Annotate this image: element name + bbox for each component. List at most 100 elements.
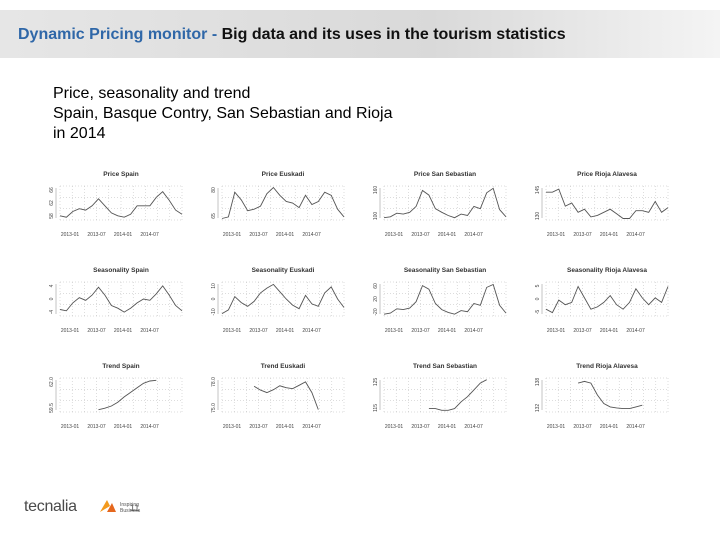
chart-12-x-tick: 2014-07 xyxy=(626,424,645,430)
chart-2-title: Price Euskadi xyxy=(262,171,305,178)
chart-6-x-tick: 2013-07 xyxy=(249,328,268,334)
chart-11-y-tick: 125 xyxy=(373,378,379,387)
page-title: Dynamic Pricing monitor - Big data and i… xyxy=(18,26,566,44)
chart-1-x-tick: 2014-07 xyxy=(140,232,159,238)
chart-7-series-line xyxy=(383,283,507,315)
chart-6-x-tick: 2014-07 xyxy=(302,328,321,334)
chart-3-x-tick: 2013-01 xyxy=(385,232,404,238)
chart-10-x-tick: 2014-07 xyxy=(302,424,321,430)
chart-6-y-tick: 10 xyxy=(211,283,217,289)
chart-1-title: Price Spain xyxy=(103,171,138,178)
tagline-line-2: Business xyxy=(120,508,141,514)
chart-7-y-tick: 60 xyxy=(373,283,379,289)
chart-6-series-line xyxy=(221,283,345,314)
chart-4-series-line xyxy=(546,188,669,219)
slide-subtitle: Price, seasonality and trend Spain, Basq… xyxy=(53,84,392,144)
chart-8-x-tick: 2013-07 xyxy=(573,328,592,334)
subtitle-line-2: Spain, Basque Contry, San Sebastian and … xyxy=(53,105,393,122)
chart-4-x-tick: 2013-01 xyxy=(547,232,566,238)
chart-4-x-tick: 2013-07 xyxy=(573,232,592,238)
chart-10-x-tick: 2014-01 xyxy=(276,424,295,430)
chart-9-series-line xyxy=(98,379,157,411)
chart-5-y-tick: 4 xyxy=(49,284,55,287)
chart-11-x-tick: 2014-07 xyxy=(464,424,483,430)
chart-3-y-tick: 100 xyxy=(373,212,379,221)
chart-2-x-tick: 2013-07 xyxy=(249,232,268,238)
chart-5-x-tick: 2013-07 xyxy=(87,328,106,334)
chart-10-series-line xyxy=(253,381,319,410)
chart-11-x-tick: 2013-01 xyxy=(385,424,404,430)
tecnalia-logo: tecnalia Inspiring Business xyxy=(24,496,144,522)
chart-3-x-tick: 2014-01 xyxy=(438,232,457,238)
chart-2-x-tick: 2014-07 xyxy=(302,232,321,238)
chart-3-y-tick: 160 xyxy=(373,186,379,195)
chart-10-title: Trend Euskadi xyxy=(261,363,306,370)
chart-1-x-tick: 2013-01 xyxy=(61,232,80,238)
chart-12-y-tick: 138 xyxy=(535,378,541,387)
chart-9-y-tick: 59.5 xyxy=(49,403,55,413)
chart-12-series-line xyxy=(577,380,643,410)
tagline-line-1: Inspiring xyxy=(120,502,139,508)
chart-5-x-tick: 2014-01 xyxy=(114,328,133,334)
chart-10-x-tick: 2013-01 xyxy=(223,424,242,430)
logo-mark-icon xyxy=(100,500,116,512)
chart-4-title: Price Rioja Alavesa xyxy=(577,171,637,178)
chart-12-x-tick: 2014-01 xyxy=(600,424,619,430)
chart-9-x-tick: 2013-07 xyxy=(87,424,106,430)
chart-8-x-tick: 2014-07 xyxy=(626,328,645,334)
header-bar: Dynamic Pricing monitor - Big data and i… xyxy=(0,10,720,58)
chart-1-y-tick: 66 xyxy=(49,187,55,193)
chart-2-y-tick: 80 xyxy=(211,187,217,193)
chart-8-x-tick: 2013-01 xyxy=(547,328,566,334)
chart-3-x-tick: 2013-07 xyxy=(411,232,430,238)
chart-12-title: Trend Rioja Alavesa xyxy=(576,363,638,370)
chart-4-x-tick: 2014-01 xyxy=(600,232,619,238)
chart-10-x-tick: 2013-07 xyxy=(249,424,268,430)
chart-9-x-tick: 2013-01 xyxy=(61,424,80,430)
logo-text: tecnalia xyxy=(24,498,77,515)
chart-8-y-tick: -5 xyxy=(535,310,541,315)
chart-1-y-tick: 62 xyxy=(49,200,55,206)
chart-3-series-line xyxy=(383,187,507,219)
subtitle-line-1: Price, seasonality and trend xyxy=(53,85,251,102)
chart-4-y-tick: 130 xyxy=(535,212,541,221)
chart-3-x-tick: 2014-07 xyxy=(464,232,483,238)
chart-3-title: Price San Sebastian xyxy=(414,171,476,178)
chart-5-y-tick: -4 xyxy=(49,310,55,315)
chart-6-y-tick: 0 xyxy=(211,297,217,300)
chart-2-series-line xyxy=(221,186,345,219)
chart-11-x-tick: 2014-01 xyxy=(438,424,457,430)
chart-9-y-tick: 62.0 xyxy=(49,377,55,387)
chart-12-y-tick: 132 xyxy=(535,404,541,413)
chart-6-y-tick: -10 xyxy=(211,308,217,315)
chart-7-x-tick: 2013-07 xyxy=(411,328,430,334)
chart-5-x-tick: 2014-07 xyxy=(140,328,159,334)
logo-tagline: Inspiring Business xyxy=(120,502,140,514)
title-main: Big data and its uses in the tourism sta… xyxy=(221,26,566,43)
chart-1-y-tick: 58 xyxy=(49,213,55,219)
title-prefix: Dynamic Pricing monitor - xyxy=(18,26,222,43)
chart-6-title: Seasonality Euskadi xyxy=(252,267,315,274)
chart-4-y-tick: 145 xyxy=(535,186,541,195)
chart-1-x-tick: 2014-01 xyxy=(114,232,133,238)
chart-8-title: Seasonality Rioja Alavesa xyxy=(567,267,647,274)
chart-8-y-tick: 5 xyxy=(535,284,541,287)
chart-12-x-tick: 2013-07 xyxy=(573,424,592,430)
chart-7-x-tick: 2014-07 xyxy=(464,328,483,334)
chart-11-x-tick: 2013-07 xyxy=(411,424,430,430)
chart-2-y-tick: 65 xyxy=(211,213,217,219)
chart-11-series-line xyxy=(428,379,487,411)
chart-7-x-tick: 2014-01 xyxy=(438,328,457,334)
chart-5-y-tick: 0 xyxy=(49,297,55,300)
chart-7-y-tick: -20 xyxy=(373,308,379,315)
chart-7-x-tick: 2013-01 xyxy=(385,328,404,334)
chart-8-series-line xyxy=(545,285,669,314)
chart-12-x-tick: 2013-01 xyxy=(547,424,566,430)
chart-7-y-tick: 20 xyxy=(373,296,379,302)
chart-7-title: Seasonality San Sebastian xyxy=(404,267,486,274)
chart-8-x-tick: 2014-01 xyxy=(600,328,619,334)
chart-2-x-tick: 2014-01 xyxy=(276,232,295,238)
chart-9-title: Trend Spain xyxy=(102,363,139,370)
chart-10-y-tick: 78.0 xyxy=(211,377,217,387)
